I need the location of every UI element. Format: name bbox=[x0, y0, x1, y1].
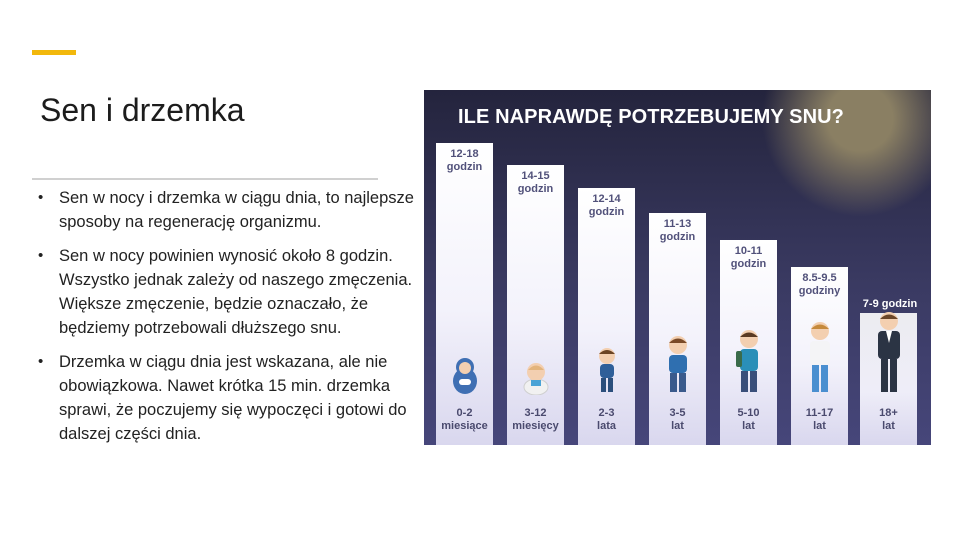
sleep-infographic: ILE NAPRAWDĘ POTRZEBUJEMY SNU? 12-18 god… bbox=[424, 90, 931, 445]
hours-range: 11-13 bbox=[663, 218, 692, 230]
age-unit: lat bbox=[742, 420, 755, 432]
hours-unit: godziny bbox=[798, 285, 841, 297]
age-range: 3-12 bbox=[524, 407, 547, 419]
toddler-icon bbox=[598, 348, 615, 392]
baby-sitting-icon bbox=[523, 363, 548, 395]
age-column-18-plus: 18+ lat bbox=[860, 312, 917, 445]
age-unit: lat bbox=[671, 420, 684, 432]
age-unit: lat bbox=[813, 420, 826, 432]
hours-range: 14-15 bbox=[521, 170, 550, 182]
age-range: 18+ bbox=[879, 407, 898, 419]
age-unit: miesięcy bbox=[512, 420, 559, 432]
bullet-item: Drzemka w ciągu dnia jest wskazana, ale … bbox=[36, 350, 436, 446]
age-column-3-5: 11-13 godzin 3-5 lat bbox=[649, 213, 706, 445]
schoolchild-icon bbox=[735, 330, 758, 392]
age-range: 11-17 bbox=[805, 407, 834, 419]
age-unit: miesiące bbox=[441, 420, 488, 432]
age-unit: lat bbox=[882, 420, 895, 432]
child-icon bbox=[668, 336, 687, 392]
hours-unit: godzin bbox=[588, 206, 625, 218]
age-column-11-17: 8.5-9.5 godziny 11-17 lat bbox=[791, 267, 848, 445]
adult-man-icon bbox=[877, 312, 900, 392]
age-column-5-10: 10-11 godzin 5-10 lat bbox=[720, 240, 777, 445]
age-range: 0-2 bbox=[456, 407, 473, 419]
age-range: 3-5 bbox=[669, 407, 686, 419]
age-unit: lata bbox=[597, 420, 616, 432]
hours-unit: godzin bbox=[730, 258, 767, 270]
teenager-icon bbox=[809, 322, 830, 392]
slide-title: Sen i drzemka bbox=[40, 92, 245, 128]
hours-range: 12-14 bbox=[592, 193, 621, 205]
hours-unit: godzin bbox=[659, 231, 696, 243]
age-column-2-3: 12-14 godzin 2-3 lata bbox=[578, 188, 635, 445]
infant-swaddled-icon bbox=[452, 358, 477, 394]
bullet-list: Sen w nocy i drzemka w ciągu dnia, to na… bbox=[36, 186, 436, 456]
title-divider bbox=[32, 178, 378, 180]
age-column-3-12: 14-15 godzin 3-12 miesięcy bbox=[507, 165, 564, 445]
accent-bar bbox=[32, 50, 76, 55]
hours-range: 8.5-9.5 bbox=[802, 272, 837, 284]
age-column-0-2: 12-18 godzin 0-2 miesiące bbox=[436, 143, 493, 445]
hours-unit: godzin bbox=[446, 161, 483, 173]
hours-range: 10-11 bbox=[734, 245, 763, 257]
bullet-item: Sen w nocy powinien wynosić około 8 godz… bbox=[36, 244, 436, 340]
infographic-heading: ILE NAPRAWDĘ POTRZEBUJEMY SNU? bbox=[458, 106, 844, 128]
hours-range: 12-18 bbox=[450, 148, 479, 160]
hours-range: 7-9 godzin bbox=[862, 298, 918, 310]
bullet-item: Sen w nocy i drzemka w ciągu dnia, to na… bbox=[36, 186, 436, 234]
age-range: 5-10 bbox=[737, 407, 760, 419]
hours-unit: godzin bbox=[517, 183, 554, 195]
age-range: 2-3 bbox=[598, 407, 615, 419]
